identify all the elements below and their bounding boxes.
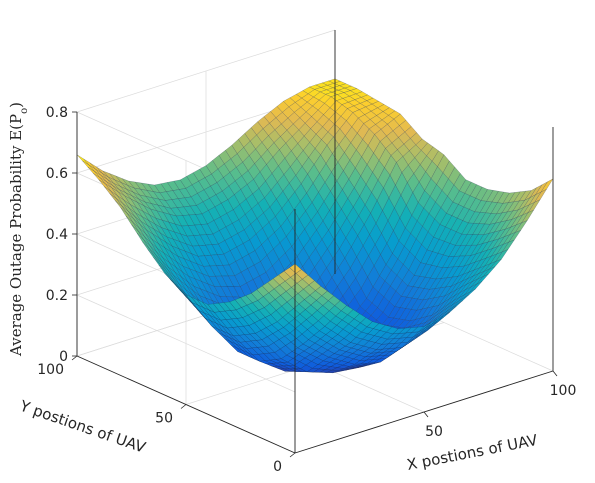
y-axis-label: Y postions of UAV bbox=[17, 396, 149, 456]
surface-layer bbox=[77, 79, 553, 373]
z-tick-label: 0 bbox=[59, 349, 68, 365]
x-tick-label: 50 bbox=[425, 424, 443, 440]
y-tick-label: 0 bbox=[273, 459, 282, 475]
z-tick-label: 0.6 bbox=[46, 166, 68, 182]
z-tick-label: 0.8 bbox=[46, 105, 68, 121]
x-tick-mark bbox=[553, 371, 557, 376]
z-tick-label: 0.2 bbox=[46, 288, 68, 304]
y-tick-mark bbox=[290, 453, 295, 457]
y-tick-label: 50 bbox=[155, 411, 173, 427]
surface-patch bbox=[77, 155, 89, 165]
x-tick-label: 100 bbox=[550, 383, 577, 399]
z-axis-label-main: Average Outage Probability E(P bbox=[7, 114, 25, 357]
y-tick-mark bbox=[72, 356, 77, 360]
z-axis-label: Average Outage Probability E(Po) bbox=[7, 102, 30, 357]
z-axis-label-close: ) bbox=[7, 102, 25, 108]
y-tick-mark bbox=[181, 405, 186, 409]
z-tick-label: 0.4 bbox=[46, 227, 68, 243]
x-tick-mark bbox=[424, 412, 428, 417]
